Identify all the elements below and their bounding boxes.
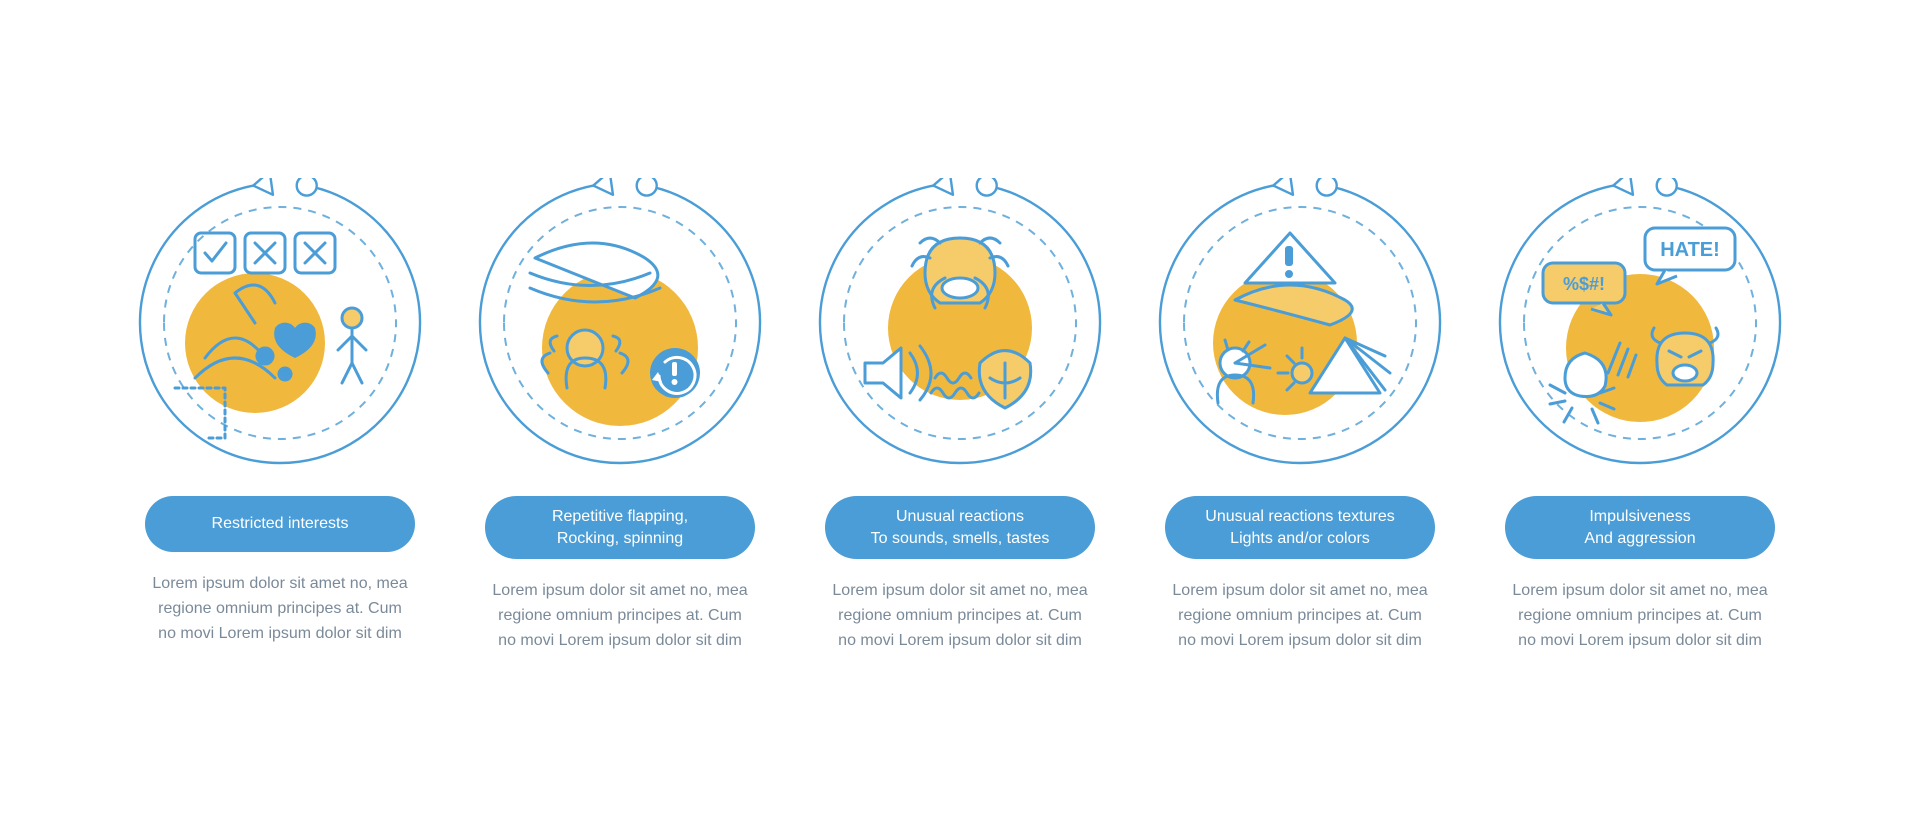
step-title: Impulsiveness And aggression xyxy=(1505,496,1775,559)
lights-icon xyxy=(1155,178,1445,468)
step-title: Restricted interests xyxy=(145,496,415,552)
step-title: Unusual reactions To sounds, smells, tas… xyxy=(825,496,1095,559)
step-description: Lorem ipsum dolor sit amet no, mea regio… xyxy=(1510,579,1770,653)
svg-text:HATE!: HATE! xyxy=(1660,239,1720,261)
step-repetitive-flapping: Repetitive flapping, Rocking, spinning Lo… xyxy=(475,178,765,654)
interests-icon xyxy=(135,178,425,468)
svg-text:%$#!: %$#! xyxy=(1563,274,1605,294)
step-restricted-interests: Restricted interests Lorem ipsum dolor si… xyxy=(135,178,425,654)
step-description: Lorem ipsum dolor sit amet no, mea regio… xyxy=(830,579,1090,653)
step-textures-lights-colors: Unusual reactions textures Lights and/or… xyxy=(1155,178,1445,654)
infographic-row: Restricted interests Lorem ipsum dolor si… xyxy=(55,178,1865,654)
step-title: Repetitive flapping, Rocking, spinning xyxy=(485,496,755,559)
step-description: Lorem ipsum dolor sit amet no, mea regio… xyxy=(490,579,750,653)
step-description: Lorem ipsum dolor sit amet no, mea regio… xyxy=(150,572,410,646)
aggression-icon: HATE! %$#! xyxy=(1495,178,1785,468)
senses-icon xyxy=(815,178,1105,468)
step-sounds-smells-tastes: Unusual reactions To sounds, smells, tas… xyxy=(815,178,1105,654)
flapping-icon xyxy=(475,178,765,468)
step-title: Unusual reactions textures Lights and/or… xyxy=(1165,496,1435,559)
step-impulsiveness: HATE! %$#! Impulsiveness And aggression L… xyxy=(1495,178,1785,654)
step-description: Lorem ipsum dolor sit amet no, mea regio… xyxy=(1170,579,1430,653)
